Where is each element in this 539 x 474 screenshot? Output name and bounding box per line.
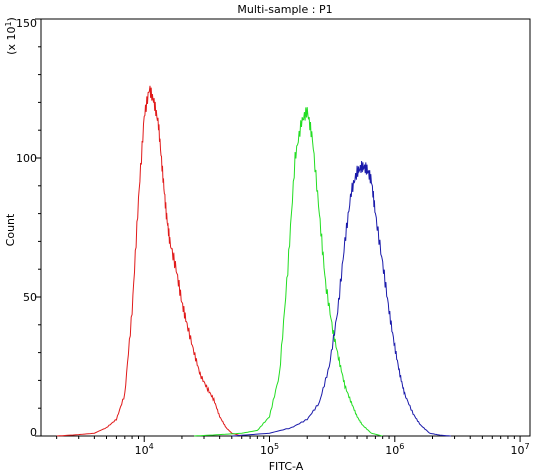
y-axis-multiplier: (x 101) (4, 17, 18, 55)
y-tick-label: 0 (30, 426, 37, 439)
x-tick-exponent: 6 (399, 442, 404, 451)
y-axis-label: Count (4, 213, 17, 246)
y-multiplier-suffix: ) (5, 17, 18, 21)
y-tick-label: 50 (23, 291, 37, 304)
y-multiplier-prefix: (x 10 (5, 27, 18, 55)
y-multiplier-exponent: 1 (4, 21, 13, 26)
x-axis-ticks: 104 105 106 107 (56, 436, 530, 457)
x-tick-base: 10 (511, 444, 525, 457)
x-tick-base: 10 (260, 444, 274, 457)
x-tick-base: 10 (385, 444, 399, 457)
series-layer (56, 85, 451, 437)
x-tick-label: 107 (511, 442, 530, 457)
x-tick-base: 10 (135, 444, 149, 457)
series-line-3 (231, 160, 451, 437)
x-tick-exponent: 7 (525, 442, 530, 451)
x-tick-label: 104 (135, 442, 154, 457)
chart-title: Multi-sample : P1 (237, 3, 332, 16)
plot-frame (40, 18, 531, 437)
y-tick-label: 150 (16, 17, 37, 30)
y-tick-label: 100 (16, 152, 37, 165)
y-axis-ticks: 0 50 100 150 (16, 17, 41, 439)
series-line-1 (56, 85, 242, 437)
x-axis-label: FITC-A (269, 460, 304, 473)
x-tick-label: 106 (385, 442, 404, 457)
series-line-2 (194, 107, 383, 437)
x-tick-label: 105 (260, 442, 279, 457)
x-tick-exponent: 5 (274, 442, 279, 451)
x-tick-exponent: 4 (149, 442, 154, 451)
